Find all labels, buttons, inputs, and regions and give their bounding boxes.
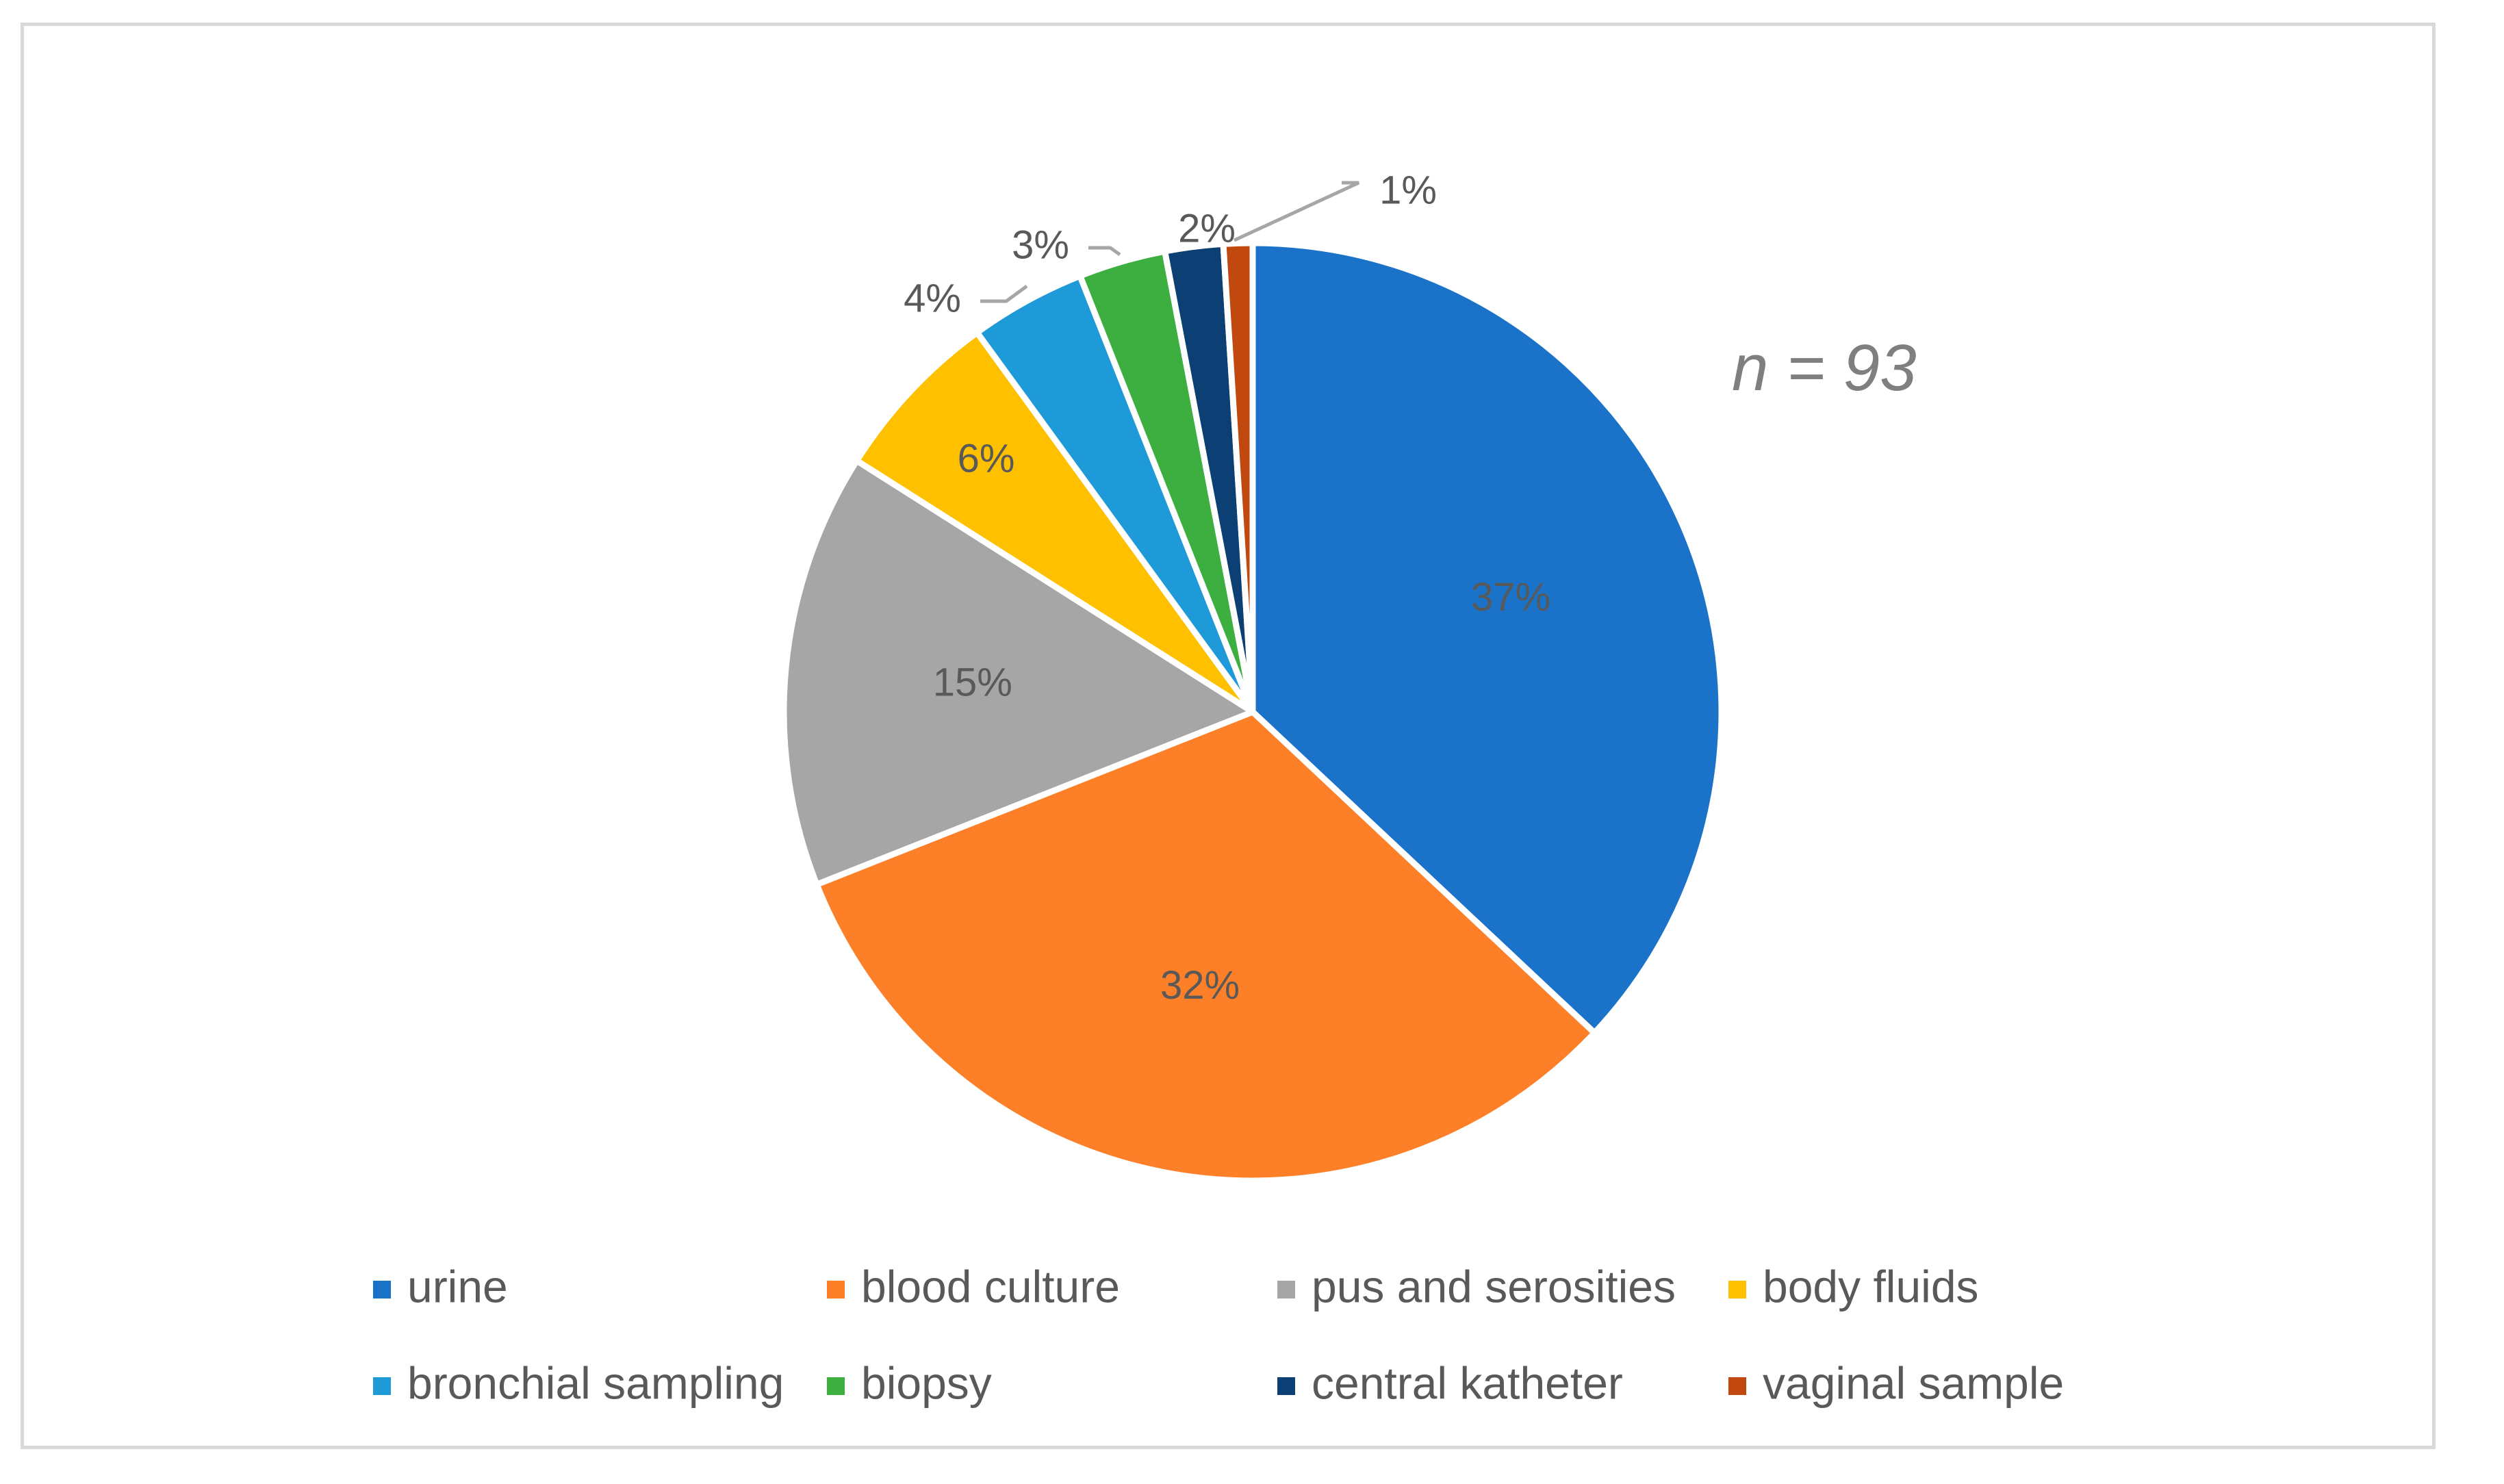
pie-slice-body-fluids <box>854 329 1256 715</box>
legend-swatch <box>1277 1281 1295 1298</box>
legend-item-body-fluids: body fluids <box>1728 1261 1979 1312</box>
legend-swatch <box>1277 1377 1295 1395</box>
legend-item-pus-and-serosities: pus and serosities <box>1277 1261 1676 1312</box>
legend-swatch <box>827 1377 845 1395</box>
slice-label: 4% <box>904 276 961 320</box>
legend-label: bronchial sampling <box>407 1357 784 1408</box>
sample-size-annotation: n = 93 <box>1732 331 1917 405</box>
legend-label: biopsy <box>861 1357 992 1408</box>
pie-slice-vaginal-sample <box>1220 240 1256 715</box>
slice-label: 2% <box>1178 206 1236 251</box>
legend-swatch <box>1728 1377 1746 1395</box>
pie-slices <box>780 240 1725 1184</box>
legend-label: urine <box>407 1261 508 1312</box>
legend-item-vaginal-sample: vaginal sample <box>1728 1357 2064 1408</box>
leader-line <box>1233 181 1360 242</box>
slice-label: 15% <box>933 661 1012 705</box>
slice-label: 3% <box>1012 222 1069 267</box>
legend-label: pus and serosities <box>1312 1261 1676 1312</box>
legend-swatch <box>1728 1281 1746 1298</box>
slice-label: 6% <box>958 437 1015 481</box>
legend: urine blood culture pus and serosities body… <box>373 1261 2064 1408</box>
legend-label: central katheter <box>1312 1357 1623 1408</box>
pie-slice-blood-culture <box>813 708 1598 1184</box>
legend-swatch <box>373 1281 391 1298</box>
slice-label: 32% <box>1160 963 1240 1008</box>
legend-item-bronchial-sampling: bronchial sampling <box>373 1357 784 1408</box>
legend-label: blood culture <box>861 1261 1120 1312</box>
slice-label: 1% <box>1379 168 1437 212</box>
legend-label: body fluids <box>1763 1261 1979 1312</box>
legend-item-central-katheter: central katheter <box>1277 1357 1623 1408</box>
slice-labels: 37% 32% 15% 6% 4% 3% 2% 1% <box>904 168 1550 1008</box>
slice-label: 37% <box>1471 575 1550 619</box>
leader-line <box>980 284 1028 303</box>
pie-slice-urine <box>1249 240 1725 1036</box>
leader-line <box>1088 246 1121 257</box>
legend-label: vaginal sample <box>1763 1357 2064 1408</box>
legend-item-urine: urine <box>373 1261 508 1312</box>
legend-item-biopsy: biopsy <box>827 1357 992 1408</box>
legend-swatch <box>827 1281 845 1298</box>
pie-slice-pus-and-serosities <box>780 457 1256 888</box>
legend-swatch <box>373 1377 391 1395</box>
legend-item-blood-culture: blood culture <box>827 1261 1120 1312</box>
leader-lines <box>980 181 1360 303</box>
